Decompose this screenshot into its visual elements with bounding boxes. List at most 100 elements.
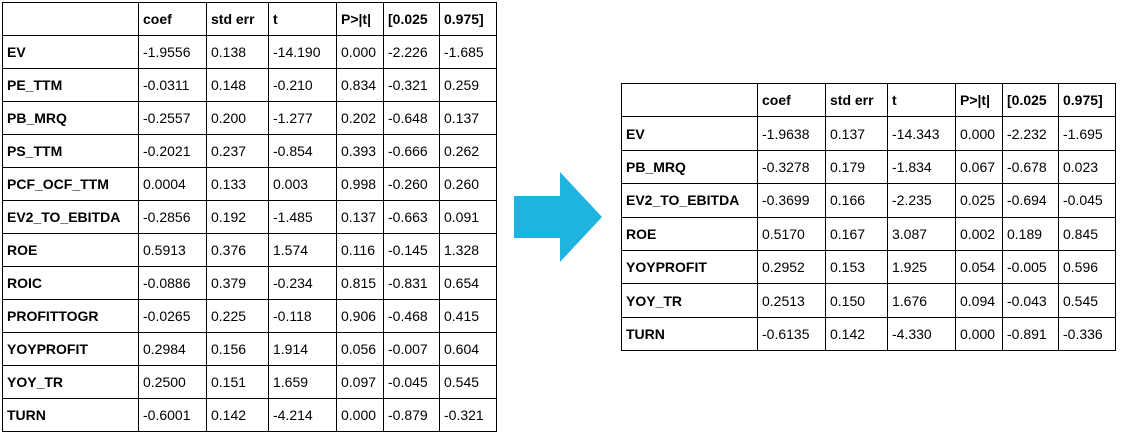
row-label-cell: EV — [2, 35, 139, 69]
regression-table-before: coef std err t P>|t| [0.025 0.975] EV -1.9556 0… — [2, 2, 497, 432]
value-cell: 0.138 — [206, 35, 269, 69]
row-label-cell: YOYPROFIT — [621, 249, 758, 285]
value-cell: 0.225 — [206, 299, 269, 333]
value-cell: -0.2856 — [138, 200, 207, 234]
value-cell: -0.663 — [383, 200, 440, 234]
value-cell: 0.260 — [439, 167, 497, 201]
value-cell: -0.891 — [1002, 316, 1059, 352]
row-label-cell: ROIC — [2, 266, 139, 300]
table-row: PB_MRQ -0.2557 0.200 -1.277 0.202 -0.648 0.137 — [2, 101, 497, 135]
value-cell: 0.025 — [955, 183, 1003, 218]
value-cell: 0.192 — [206, 200, 269, 234]
value-cell: 3.087 — [887, 216, 956, 251]
table-header-row: coef std err t P>|t| [0.025 0.975] — [621, 82, 1116, 118]
column-header-cell: std err — [825, 82, 888, 118]
row-label-cell: PE_TTM — [2, 68, 139, 102]
right-arrow-icon — [514, 172, 602, 262]
value-cell: 0.834 — [336, 68, 384, 102]
value-cell: 0.054 — [955, 249, 1003, 285]
value-cell: 0.415 — [439, 299, 497, 333]
value-cell: 0.142 — [825, 316, 888, 352]
value-cell: -4.214 — [268, 398, 337, 432]
value-cell: 0.376 — [206, 233, 269, 267]
value-cell: 0.151 — [206, 365, 269, 399]
value-cell: 0.604 — [439, 332, 497, 366]
value-cell: -0.005 — [1002, 249, 1059, 285]
table-row: TURN -0.6135 0.142 -4.330 0.000 -0.891 -0.336 — [621, 316, 1116, 352]
value-cell: 0.056 — [336, 332, 384, 366]
value-cell: 0.2513 — [757, 283, 826, 318]
value-cell: -0.0311 — [138, 68, 207, 102]
value-cell: -0.210 — [268, 68, 337, 102]
value-cell: 0.5170 — [757, 216, 826, 251]
value-cell: 0.179 — [825, 149, 888, 185]
value-cell: 0.0004 — [138, 167, 207, 201]
value-cell: 0.137 — [825, 116, 888, 151]
value-cell: 0.003 — [268, 167, 337, 201]
value-cell: -0.879 — [383, 398, 440, 432]
value-cell: -0.666 — [383, 134, 440, 168]
table-row: PROFITTOGR -0.0265 0.225 -0.118 0.906 -0.468 0… — [2, 299, 497, 333]
value-cell: 0.142 — [206, 398, 269, 432]
value-cell: 0.998 — [336, 167, 384, 201]
value-cell: -0.321 — [439, 398, 497, 432]
table-row: ROE 0.5913 0.376 1.574 0.116 -0.145 1.328 — [2, 233, 497, 267]
row-label-cell: PS_TTM — [2, 134, 139, 168]
table-row: YOYPROFIT 0.2984 0.156 1.914 0.056 -0.007 0.60… — [2, 332, 497, 366]
value-cell: 0.094 — [955, 283, 1003, 318]
table-header-row: coef std err t P>|t| [0.025 0.975] — [2, 2, 497, 36]
value-cell: 0.148 — [206, 68, 269, 102]
row-label-cell: EV2_TO_EBITDA — [2, 200, 139, 234]
value-cell: 1.328 — [439, 233, 497, 267]
table-row: YOY_TR 0.2513 0.150 1.676 0.094 -0.043 0.545 — [621, 283, 1116, 318]
row-label-cell: EV — [621, 116, 758, 151]
value-cell: -1.834 — [887, 149, 956, 185]
row-label-cell: PROFITTOGR — [2, 299, 139, 333]
row-label-cell: TURN — [2, 398, 139, 432]
value-cell: -0.0265 — [138, 299, 207, 333]
value-cell: 0.379 — [206, 266, 269, 300]
value-cell: 0.262 — [439, 134, 497, 168]
row-label-cell: YOY_TR — [2, 365, 139, 399]
value-cell: 0.545 — [1058, 283, 1116, 318]
value-cell: 0.5913 — [138, 233, 207, 267]
value-cell: 1.676 — [887, 283, 956, 318]
value-cell: -0.648 — [383, 101, 440, 135]
value-cell: -14.343 — [887, 116, 956, 151]
value-cell: 0.167 — [825, 216, 888, 251]
value-cell: 0.097 — [336, 365, 384, 399]
column-header-cell: 0.975] — [1058, 82, 1116, 118]
value-cell: -0.6135 — [757, 316, 826, 352]
value-cell: -1.9556 — [138, 35, 207, 69]
table-row: EV2_TO_EBITDA -0.3699 0.166 -2.235 0.025 -0.6… — [621, 183, 1116, 218]
row-label-cell: YOYPROFIT — [2, 332, 139, 366]
value-cell: 0.153 — [825, 249, 888, 285]
value-cell: -0.6001 — [138, 398, 207, 432]
value-cell: -0.854 — [268, 134, 337, 168]
value-cell: -0.3278 — [757, 149, 826, 185]
value-cell: -0.336 — [1058, 316, 1116, 352]
row-label-cell: PCF_OCF_TTM — [2, 167, 139, 201]
value-cell: 0.000 — [336, 398, 384, 432]
value-cell: 0.000 — [336, 35, 384, 69]
value-cell: 0.200 — [206, 101, 269, 135]
column-header-cell: t — [268, 2, 337, 36]
table-row: PS_TTM -0.2021 0.237 -0.854 0.393 -0.666 0.262 — [2, 134, 497, 168]
value-cell: -1.485 — [268, 200, 337, 234]
value-cell: 0.545 — [439, 365, 497, 399]
table-row: PE_TTM -0.0311 0.148 -0.210 0.834 -0.321 0.259 — [2, 68, 497, 102]
value-cell: -0.260 — [383, 167, 440, 201]
value-cell: -0.831 — [383, 266, 440, 300]
value-cell: -0.2021 — [138, 134, 207, 168]
row-label-cell: EV2_TO_EBITDA — [621, 183, 758, 218]
value-cell: 0.202 — [336, 101, 384, 135]
value-cell: -0.043 — [1002, 283, 1059, 318]
value-cell: 0.133 — [206, 167, 269, 201]
value-cell: -0.045 — [383, 365, 440, 399]
value-cell: 0.002 — [955, 216, 1003, 251]
value-cell: -0.007 — [383, 332, 440, 366]
column-header-cell: coef — [138, 2, 207, 36]
column-header-cell: 0.975] — [439, 2, 497, 36]
value-cell: 0.156 — [206, 332, 269, 366]
value-cell: 0.259 — [439, 68, 497, 102]
